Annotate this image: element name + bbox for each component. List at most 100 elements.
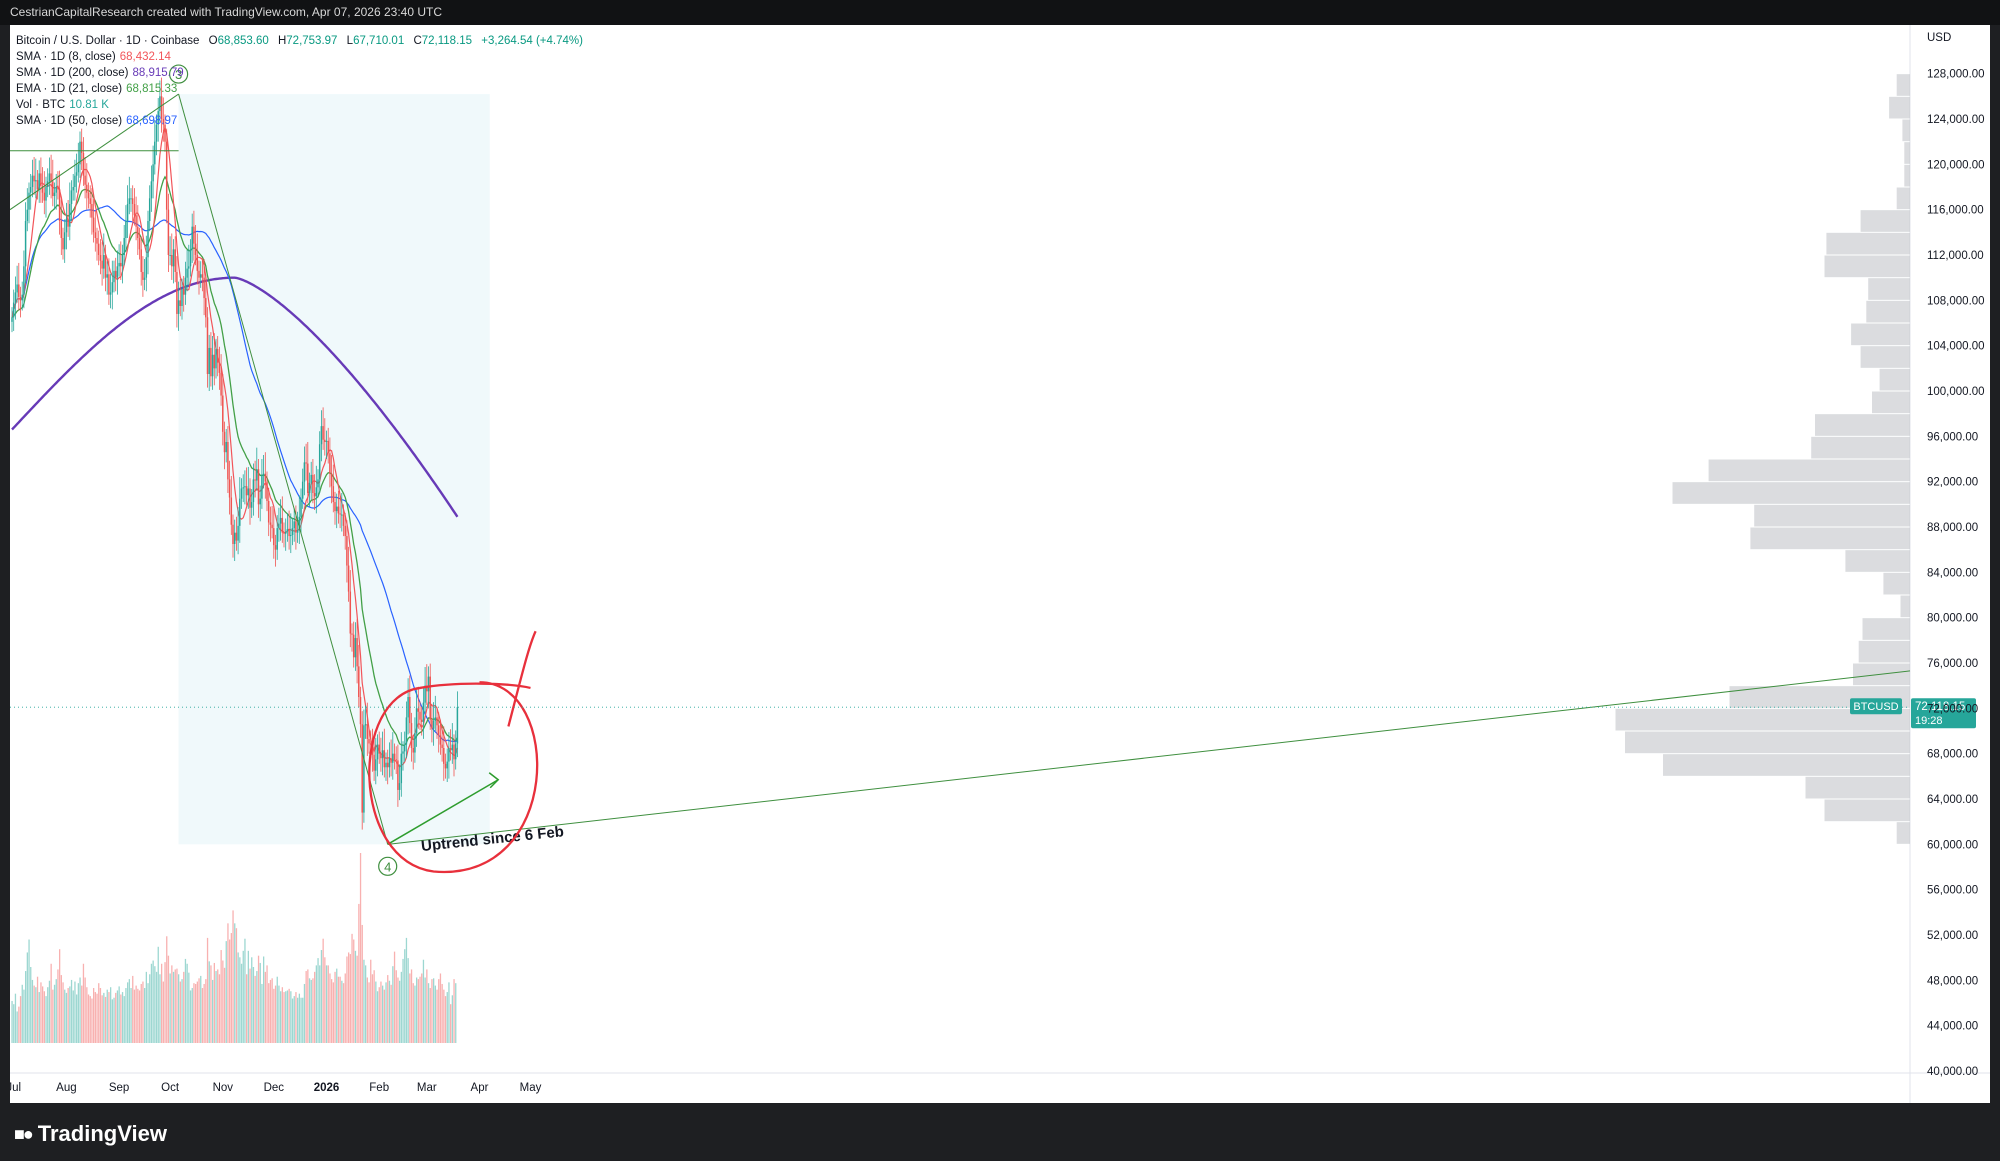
candle [354, 638, 357, 658]
candle [152, 164, 154, 182]
volume-bar [455, 983, 457, 1043]
volume-bar [162, 981, 164, 1043]
volume-bar [181, 979, 183, 1043]
volume-profile-bar [1889, 96, 1910, 119]
chart-panel[interactable]: Uptrend since 6 Feb 3 4 BTCUSD 72,118.15 19:2… [10, 25, 1990, 1103]
candle [312, 474, 314, 493]
candle [296, 530, 299, 533]
volume-bar [227, 923, 229, 1043]
candle [327, 440, 329, 454]
candle [358, 666, 360, 697]
indicator-label: SMA · 1D (50, close) [16, 115, 123, 127]
candle [427, 676, 430, 692]
candle [36, 180, 39, 190]
volume-bar [132, 975, 134, 1043]
candle [128, 198, 131, 204]
volume-bar [198, 978, 200, 1043]
volume-bar [210, 965, 212, 1043]
sma50-line [11, 205, 458, 743]
volume-bar [395, 970, 397, 1043]
candle [335, 506, 338, 512]
candle [273, 528, 275, 546]
candle [184, 277, 187, 295]
volume-bar [412, 983, 414, 1043]
candle [432, 720, 435, 729]
price-tag [1911, 698, 1976, 729]
volume-profile-bar [1750, 527, 1910, 550]
volume-bar [291, 998, 294, 1043]
wave-label-circle [378, 856, 398, 876]
volume-bar [120, 994, 122, 1043]
indicator-sma50[interactable]: SMA · 1D (50, close) 68,698.97 [16, 113, 583, 129]
candle [301, 481, 304, 499]
candle [298, 516, 301, 531]
volume-bar [164, 962, 166, 1043]
candle [376, 744, 379, 760]
volume-bar [48, 980, 51, 1043]
volume-bar [152, 960, 154, 1043]
price-tick: 116,000.00 [1927, 205, 1984, 217]
candle [443, 748, 445, 764]
candle [116, 266, 119, 278]
volume-bar [390, 984, 392, 1043]
candle [12, 302, 15, 318]
candle [165, 141, 168, 210]
volume-bar [232, 910, 234, 1043]
candle [293, 521, 295, 529]
volume-profile-bar [1904, 142, 1910, 164]
candle [43, 192, 46, 201]
candle [164, 124, 166, 142]
volume-bar [74, 981, 76, 1043]
volume-bar [331, 979, 333, 1043]
volume-bar [111, 999, 113, 1043]
indicator-volume[interactable]: Vol · BTC 10.81 K [16, 97, 583, 113]
candle [244, 486, 246, 488]
candle [271, 524, 273, 529]
candle [125, 221, 127, 238]
candle [186, 268, 188, 278]
volume-bar [426, 969, 428, 1043]
price-tick: 92,000.00 [1927, 477, 1978, 489]
candle [388, 758, 391, 768]
candle [225, 442, 227, 453]
price-tick: 128,000.00 [1927, 69, 1985, 81]
volume-bar [106, 989, 108, 1043]
volume-profile-bar [1826, 232, 1910, 255]
volume-profile-bar [1851, 323, 1910, 346]
volume-bar [94, 992, 96, 1043]
candle [38, 173, 40, 190]
volume-bar [239, 957, 241, 1043]
volume-bar [290, 991, 292, 1043]
price-tick: 80,000.00 [1927, 613, 1978, 625]
candle [201, 274, 204, 278]
candle [256, 469, 258, 481]
candle [437, 725, 440, 736]
symbol-tag-text: BTCUSD [1853, 701, 1898, 713]
trendline-uptrend [387, 670, 1911, 845]
volume-bar [159, 974, 161, 1043]
volume-bar [62, 982, 64, 1043]
tradingview-logo[interactable]: ■● TradingView [14, 1121, 167, 1147]
volume-bar [276, 976, 278, 1043]
candle [106, 274, 108, 278]
volume-bar [410, 969, 413, 1043]
indicator-sma8[interactable]: SMA · 1D (8, close) 68,432.14 [16, 49, 583, 65]
price-tick: 64,000.00 [1927, 794, 1978, 806]
candle [257, 469, 260, 505]
volume-bar [268, 983, 270, 1043]
candle [123, 238, 125, 255]
volume-bar [334, 971, 336, 1043]
volume-bar [218, 974, 221, 1043]
candle [96, 238, 98, 244]
candle [284, 531, 287, 534]
volume-bar [310, 979, 312, 1043]
volume-bar [382, 985, 384, 1043]
symbol-tag [1850, 698, 1902, 715]
candle [19, 296, 22, 301]
indicator-ema21[interactable]: EMA · 1D (21, close) 68,815.33 [16, 81, 583, 97]
chart-legend: Bitcoin / U.S. Dollar · 1D · Coinbase O6… [16, 33, 583, 129]
indicator-sma200[interactable]: SMA · 1D (200, close) 88,915.79 [16, 65, 583, 81]
candle [181, 289, 183, 306]
volume-bar [53, 984, 56, 1043]
